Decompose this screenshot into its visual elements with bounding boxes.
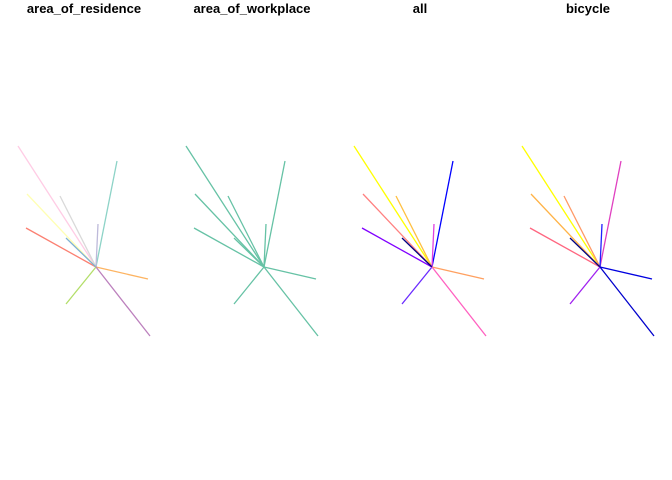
desire-line (599, 160, 622, 268)
desire-line (17, 145, 97, 268)
desire-line (263, 223, 267, 268)
desire-line (233, 237, 265, 268)
desire-line (194, 193, 265, 268)
desire-line (401, 237, 433, 268)
desire-line (65, 266, 97, 305)
desire-line (431, 160, 454, 268)
desire-line (401, 266, 433, 305)
panel-title-all: all (412, 1, 428, 16)
desire-line (563, 195, 601, 268)
desire-line (185, 145, 265, 268)
panel-bicycle (521, 145, 655, 337)
desire-line (431, 266, 487, 337)
desire-line (263, 160, 286, 268)
desire-line (233, 266, 265, 305)
desire-line (431, 223, 435, 268)
panel-area-of-workplace (185, 145, 319, 337)
desire-line (95, 160, 118, 268)
desire-line (362, 193, 433, 268)
desire-line (395, 195, 433, 268)
panel-all (353, 145, 487, 337)
desire-line (569, 237, 601, 268)
desire-line (227, 195, 265, 268)
desire-line (353, 145, 433, 268)
panel-area-of-residence (17, 145, 151, 337)
panel-title-bicycle: bicycle (565, 1, 611, 16)
desire-line (530, 193, 601, 268)
desire-line (25, 227, 97, 268)
desire-line (95, 223, 99, 268)
desire-line (529, 227, 601, 268)
desire-line (361, 227, 433, 268)
desire-line (59, 195, 97, 268)
desire-line (521, 145, 601, 268)
desire-line (599, 223, 603, 268)
desire-line (95, 266, 149, 280)
desire-line (569, 266, 601, 305)
desire-line (263, 266, 317, 280)
desire-line (599, 266, 655, 337)
desire-line (26, 193, 97, 268)
desire-line (263, 266, 319, 337)
desire-line (65, 237, 97, 268)
desire-line (431, 266, 485, 280)
panel-title-area-of-workplace: area_of_workplace (193, 1, 311, 16)
panel-title-area-of-residence: area_of_residence (26, 1, 142, 16)
desire-line (95, 266, 151, 337)
desire-line (599, 266, 653, 280)
desire-line (193, 227, 265, 268)
